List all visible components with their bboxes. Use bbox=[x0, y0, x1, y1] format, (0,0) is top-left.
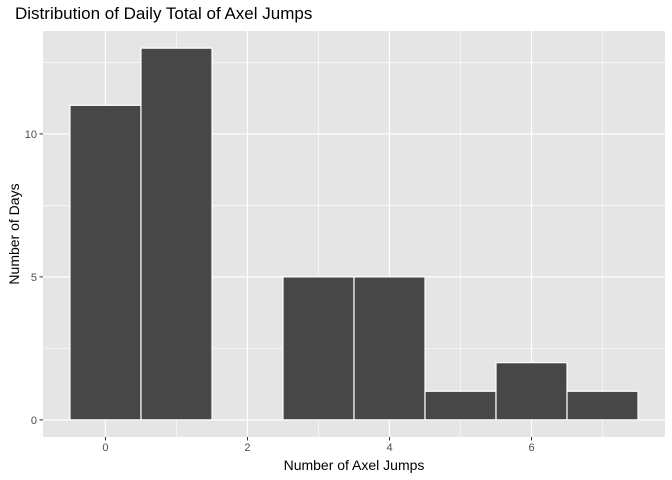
histogram-bar bbox=[566, 390, 639, 421]
histogram-bar bbox=[495, 362, 568, 421]
histogram-bar bbox=[140, 47, 213, 421]
y-axis-ticks: 0 5 10 bbox=[25, 129, 43, 427]
x-axis-label: Number of Axel Jumps bbox=[284, 457, 425, 473]
y-tick-label: 10 bbox=[25, 129, 37, 141]
histogram-bar bbox=[424, 390, 497, 421]
histogram-bar bbox=[282, 276, 355, 421]
y-tick-label: 0 bbox=[31, 415, 37, 427]
x-tick-label: 2 bbox=[244, 442, 250, 454]
chart-title: Distribution of Daily Total of Axel Jump… bbox=[15, 4, 313, 23]
x-tick-label: 6 bbox=[528, 442, 534, 454]
x-tick-label: 0 bbox=[102, 442, 108, 454]
x-tick-label: 4 bbox=[386, 442, 392, 454]
histogram-bar bbox=[69, 104, 142, 421]
y-axis-label: Number of Days bbox=[6, 183, 22, 284]
histogram-bars bbox=[69, 47, 639, 421]
y-tick-label: 5 bbox=[31, 272, 37, 284]
x-axis-ticks: 0 2 4 6 bbox=[102, 437, 535, 454]
histogram-bar bbox=[353, 276, 426, 421]
